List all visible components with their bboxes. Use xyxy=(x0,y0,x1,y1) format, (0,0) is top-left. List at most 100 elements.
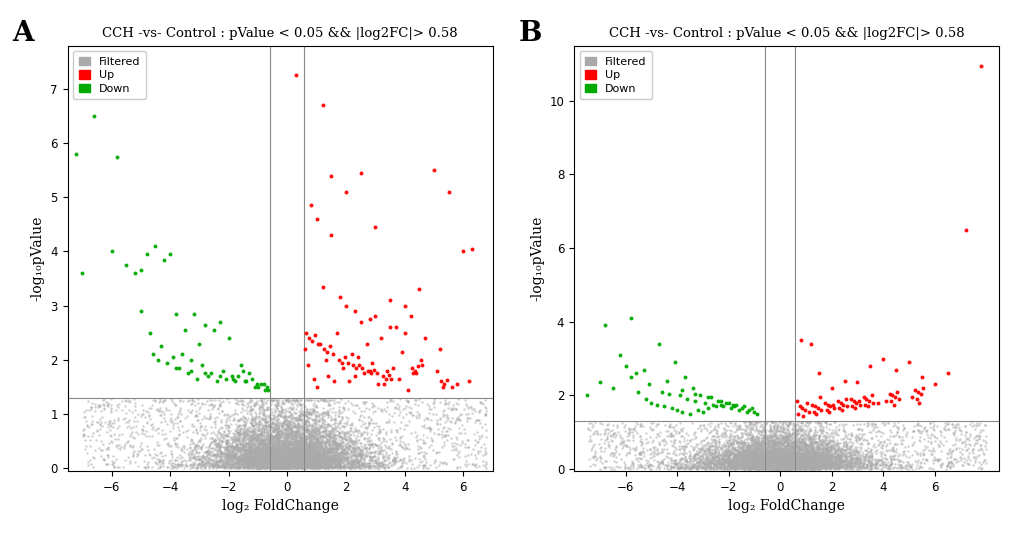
Point xyxy=(289,442,306,450)
Point xyxy=(474,423,490,431)
Point xyxy=(843,445,859,454)
Point xyxy=(343,456,360,465)
Point xyxy=(219,440,235,449)
Point xyxy=(843,429,859,438)
Point xyxy=(263,453,279,462)
Point xyxy=(948,420,964,428)
Point xyxy=(753,457,769,466)
Point xyxy=(727,461,743,469)
Point xyxy=(707,433,723,441)
Point xyxy=(743,457,759,466)
Point xyxy=(318,447,334,456)
Point xyxy=(703,432,719,441)
Point xyxy=(268,415,284,424)
Point xyxy=(780,449,796,457)
Point xyxy=(242,439,258,448)
Point xyxy=(275,463,291,472)
Point xyxy=(460,410,476,419)
Point xyxy=(301,428,317,437)
Point xyxy=(274,409,290,417)
Point xyxy=(224,460,240,468)
Point xyxy=(942,458,958,466)
Point xyxy=(308,459,324,468)
Point xyxy=(740,462,756,470)
Point xyxy=(279,420,296,429)
Point xyxy=(653,447,669,456)
Point xyxy=(837,464,853,473)
Point xyxy=(337,443,354,451)
Point xyxy=(780,458,796,467)
Point xyxy=(227,453,244,461)
Point xyxy=(776,462,793,471)
Point xyxy=(766,461,783,469)
Point xyxy=(874,441,891,449)
Point xyxy=(837,452,853,461)
Point xyxy=(806,449,822,458)
Point xyxy=(776,456,793,464)
Point xyxy=(866,420,882,429)
Point xyxy=(693,449,709,458)
Point xyxy=(782,418,798,426)
Point xyxy=(318,453,334,462)
Point xyxy=(288,457,305,465)
Point xyxy=(278,441,294,450)
Point xyxy=(631,460,647,469)
Point xyxy=(356,434,372,442)
Point xyxy=(729,465,745,473)
Point xyxy=(941,458,957,466)
Point xyxy=(774,434,791,443)
Point xyxy=(254,398,270,406)
Point xyxy=(326,454,342,463)
Point xyxy=(604,431,621,440)
Point xyxy=(317,453,333,462)
Point xyxy=(817,461,834,470)
Point xyxy=(319,459,335,467)
Point xyxy=(218,413,234,422)
Point xyxy=(782,437,798,446)
Point xyxy=(816,459,833,468)
Point xyxy=(788,461,804,470)
Point xyxy=(399,440,416,449)
Point xyxy=(775,449,792,457)
Point xyxy=(308,447,324,456)
Point xyxy=(815,462,832,470)
Point xyxy=(751,464,767,473)
Point xyxy=(272,463,288,472)
Point xyxy=(258,459,274,467)
Point xyxy=(671,391,687,399)
Point xyxy=(291,450,308,459)
Point xyxy=(890,395,906,403)
Point xyxy=(263,405,279,413)
Point xyxy=(98,397,114,406)
Point xyxy=(197,455,213,464)
Point xyxy=(763,449,780,458)
Point xyxy=(463,403,479,411)
Point xyxy=(325,425,341,434)
Point xyxy=(252,460,268,469)
Point xyxy=(289,443,306,451)
Point xyxy=(795,453,811,461)
Point xyxy=(269,432,285,441)
Point xyxy=(717,454,734,463)
Point xyxy=(347,463,364,472)
Point xyxy=(378,450,394,458)
Point xyxy=(703,450,719,458)
Point xyxy=(316,461,332,469)
Point xyxy=(847,454,863,462)
Point xyxy=(836,462,852,470)
Point xyxy=(858,447,874,456)
Point xyxy=(591,465,607,473)
Point xyxy=(787,453,803,461)
Point xyxy=(259,453,275,461)
Point xyxy=(321,463,337,472)
Point xyxy=(809,451,825,460)
Point xyxy=(236,464,253,472)
Point xyxy=(213,451,229,459)
Point xyxy=(297,459,313,467)
Point xyxy=(230,454,247,462)
Point xyxy=(822,452,839,461)
Point xyxy=(331,450,347,458)
Point xyxy=(845,461,861,470)
Point xyxy=(271,400,287,409)
Point xyxy=(315,451,331,460)
